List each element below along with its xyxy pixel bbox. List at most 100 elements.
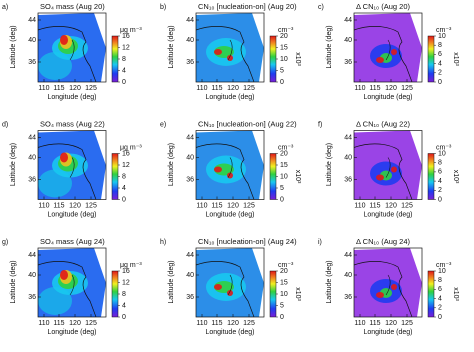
map-field bbox=[376, 174, 384, 181]
colorbar bbox=[427, 153, 435, 200]
x-tick-label: 125 bbox=[243, 85, 255, 92]
x-axis-label: Longitude (deg) bbox=[205, 94, 254, 101]
colorbar-tick-label: 0 bbox=[280, 196, 284, 203]
coastline bbox=[385, 39, 391, 61]
x-tick-label: 115 bbox=[211, 320, 222, 327]
panel-label: b) bbox=[160, 4, 166, 11]
x-tick-label: 125 bbox=[243, 202, 255, 209]
plot-frame bbox=[37, 130, 107, 200]
coastline bbox=[385, 157, 391, 178]
colorbar-tick-label: 15 bbox=[280, 162, 288, 169]
y-tick-label: 36 bbox=[344, 294, 352, 301]
colorbar-scale: x10³ bbox=[452, 52, 459, 66]
x-tick-label: 110 bbox=[354, 85, 365, 92]
x-axis-label: Longitude (deg) bbox=[205, 329, 254, 336]
colorbar-tick-label: 10 bbox=[438, 33, 446, 40]
y-tick-label: 36 bbox=[28, 176, 36, 183]
plot-frame bbox=[195, 247, 265, 318]
map-field bbox=[214, 284, 222, 290]
x-tick-label: 110 bbox=[196, 202, 207, 209]
y-tick-label: 40 bbox=[28, 37, 36, 44]
x-tick-label: 125 bbox=[243, 320, 255, 327]
map-field bbox=[214, 49, 222, 55]
map-field bbox=[60, 35, 68, 45]
colorbar-unit: cm⁻³ bbox=[278, 27, 294, 34]
x-tick-label: 120 bbox=[69, 320, 81, 327]
colorbar bbox=[111, 35, 119, 83]
coastline bbox=[195, 26, 255, 83]
coastline bbox=[385, 274, 391, 296]
colorbar-unit: cm⁻³ bbox=[436, 27, 452, 34]
colorbar-tick-label: 0 bbox=[280, 314, 284, 321]
x-tick-label: 120 bbox=[69, 202, 81, 209]
coastline bbox=[195, 261, 255, 318]
coastline bbox=[227, 39, 233, 61]
colorbar-tick-label: 8 bbox=[438, 160, 442, 167]
panel-title: Δ CN₁₀ (Aug 22) bbox=[356, 119, 411, 128]
colorbar-tick-label: 0 bbox=[122, 196, 126, 203]
map-field bbox=[60, 270, 68, 280]
panel-title: SO₄ mass (Aug 24) bbox=[40, 237, 105, 246]
coastline bbox=[195, 143, 255, 200]
y-axis-label: Latitude (deg) bbox=[10, 25, 17, 68]
y-tick-label: 40 bbox=[344, 272, 352, 279]
colorbar bbox=[111, 153, 119, 200]
x-tick-label: 115 bbox=[369, 320, 380, 327]
colorbar bbox=[427, 35, 435, 83]
colorbar-tick-label: 15 bbox=[280, 44, 288, 51]
colorbar-tick-label: 0 bbox=[438, 196, 442, 203]
map-field bbox=[391, 284, 397, 290]
y-tick-label: 40 bbox=[186, 154, 194, 161]
colorbar-scale: x10³ bbox=[452, 287, 459, 301]
x-tick-label: 120 bbox=[385, 320, 397, 327]
y-axis-label: Latitude (deg) bbox=[168, 260, 175, 303]
coastline bbox=[353, 26, 413, 83]
x-tick-label: 125 bbox=[85, 85, 97, 92]
colorbar-tick-label: 4 bbox=[438, 295, 442, 302]
panel: b) CN₁₀ [nucleation-on] (Aug 20) 44 40 36 110… bbox=[160, 2, 301, 101]
y-tick-label: 36 bbox=[28, 294, 36, 301]
coastline bbox=[353, 261, 413, 318]
x-axis-label: Longitude (deg) bbox=[205, 211, 254, 218]
x-tick-label: 110 bbox=[196, 85, 207, 92]
coastline bbox=[69, 274, 75, 296]
map-field bbox=[391, 49, 397, 55]
map-field bbox=[376, 57, 384, 63]
y-tick-label: 44 bbox=[186, 17, 194, 24]
x-tick-label: 115 bbox=[53, 85, 64, 92]
colorbar-tick-label: 6 bbox=[438, 169, 442, 176]
colorbar-tick-label: 15 bbox=[280, 279, 288, 286]
y-tick-label: 44 bbox=[344, 17, 352, 24]
colorbar-tick-label: 10 bbox=[438, 268, 446, 275]
x-tick-label: 110 bbox=[354, 320, 365, 327]
y-axis-label: Latitude (deg) bbox=[326, 260, 333, 303]
colorbar-tick-label: 8 bbox=[122, 291, 126, 298]
colorbar-tick-label: 4 bbox=[438, 178, 442, 185]
coastline bbox=[37, 261, 97, 318]
y-tick-label: 36 bbox=[186, 176, 194, 183]
y-tick-label: 44 bbox=[28, 252, 36, 259]
colorbar-tick-label: 0 bbox=[438, 79, 442, 86]
colorbar-tick-label: 5 bbox=[280, 67, 284, 74]
colorbar-unit: μg m⁻³ bbox=[120, 262, 142, 269]
colorbar-tick-label: 6 bbox=[438, 286, 442, 293]
x-tick-label: 125 bbox=[85, 320, 97, 327]
x-tick-label: 115 bbox=[211, 202, 222, 209]
x-axis-label: Longitude (deg) bbox=[47, 94, 96, 101]
colorbar-tick-label: 4 bbox=[122, 185, 126, 192]
colorbar-scale: x10³ bbox=[452, 170, 459, 184]
x-axis-label: Longitude (deg) bbox=[47, 211, 96, 218]
x-tick-label: 110 bbox=[196, 320, 207, 327]
colorbar-unit: μg m⁻³ bbox=[120, 27, 142, 34]
plot-frame bbox=[353, 130, 423, 200]
colorbar-tick-label: 0 bbox=[122, 314, 126, 321]
colorbar-tick-label: 0 bbox=[122, 79, 126, 86]
x-axis-label: Longitude (deg) bbox=[47, 329, 96, 336]
y-tick-label: 40 bbox=[344, 154, 352, 161]
coastline bbox=[353, 143, 413, 200]
x-tick-label: 115 bbox=[369, 85, 380, 92]
x-tick-label: 115 bbox=[53, 202, 64, 209]
